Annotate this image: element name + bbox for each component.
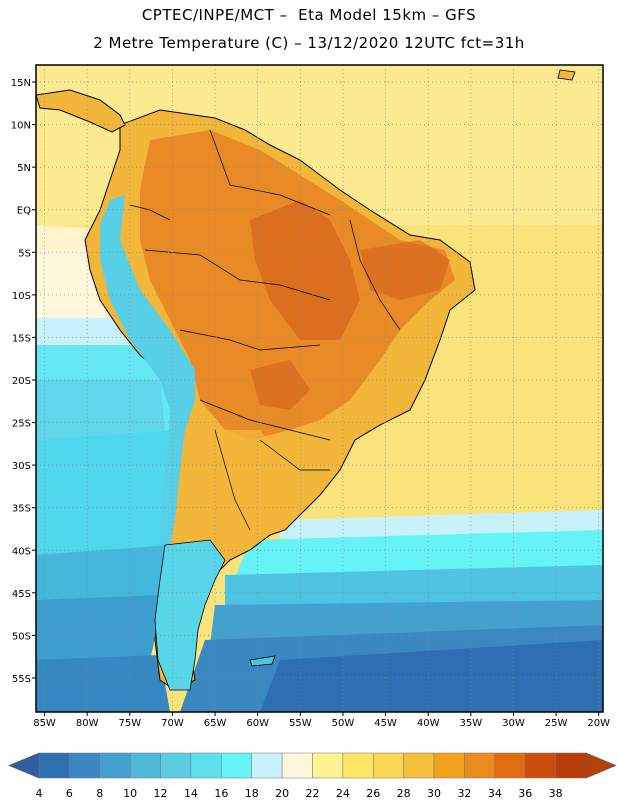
lon-label: 65W (204, 718, 227, 729)
lat-label: 55S (12, 674, 31, 685)
latitude-labels: 15N 10N 5N EQ 5S 10S 15S 20S 25S 30S 35S 40S 45S 50S 5… (11, 78, 36, 685)
lon-label: 30W (502, 718, 525, 729)
lat-label: 10S (12, 291, 31, 302)
caribbean-island (557, 69, 576, 81)
central-america (36, 89, 126, 133)
falkland-islands (249, 655, 276, 667)
lon-label: 55W (289, 718, 312, 729)
ocean-atlantic-6 (260, 640, 603, 712)
lat-label: 5N (17, 163, 31, 174)
ocean-pacific-10 (36, 595, 165, 665)
lat-label: 20S (12, 376, 31, 387)
country-borders (129, 129, 401, 531)
lon-label: 60W (246, 718, 269, 729)
title-line-1: CPTEC/INPE/MCT – Eta Model 15km – GFS (141, 6, 477, 24)
lon-label: 40W (417, 718, 440, 729)
lat-label: 15N (11, 78, 31, 89)
longitude-labels: 85W 80W 75W 70W 65W 60W 55W 50W 45W 40W 35W 30W 25W 2… (33, 712, 610, 729)
lon-label: 35W (460, 718, 483, 729)
lat-label: 25S (12, 419, 31, 430)
land-hottest-northeast (360, 240, 450, 300)
land-hottest-core (250, 200, 360, 340)
map-frame (35, 64, 604, 713)
lat-label: 50S (12, 631, 31, 642)
title-line-2: 2 Metre Temperature (C) – 13/12/2020 12U… (93, 34, 525, 52)
lon-label: 25W (545, 718, 568, 729)
lat-label: 40S (12, 546, 31, 557)
ocean-pacific-8 (36, 655, 170, 712)
lon-label: 45W (374, 718, 397, 729)
ocean-pacific-12 (36, 545, 170, 610)
ocean-pacific-16 (36, 380, 165, 440)
graticule-grid (36, 65, 603, 712)
lon-label: 80W (76, 718, 99, 729)
lat-label: 45S (12, 589, 31, 600)
lat-label: 30S (12, 461, 31, 472)
lon-label: 75W (118, 718, 141, 729)
lon-label: 50W (332, 718, 355, 729)
lat-label: EQ (17, 206, 31, 217)
lat-label: 35S (12, 504, 31, 515)
lat-label: 15S (12, 333, 31, 344)
lon-label: 85W (33, 718, 56, 729)
ocean-pacific-16b (36, 430, 170, 560)
andes-cool-strip (100, 195, 195, 545)
land-hottest-pantanal (250, 360, 310, 410)
lon-label: 20W (587, 718, 610, 729)
lon-label: 70W (161, 718, 184, 729)
lat-label: 10N (11, 121, 31, 132)
lat-label: 5S (18, 248, 31, 259)
